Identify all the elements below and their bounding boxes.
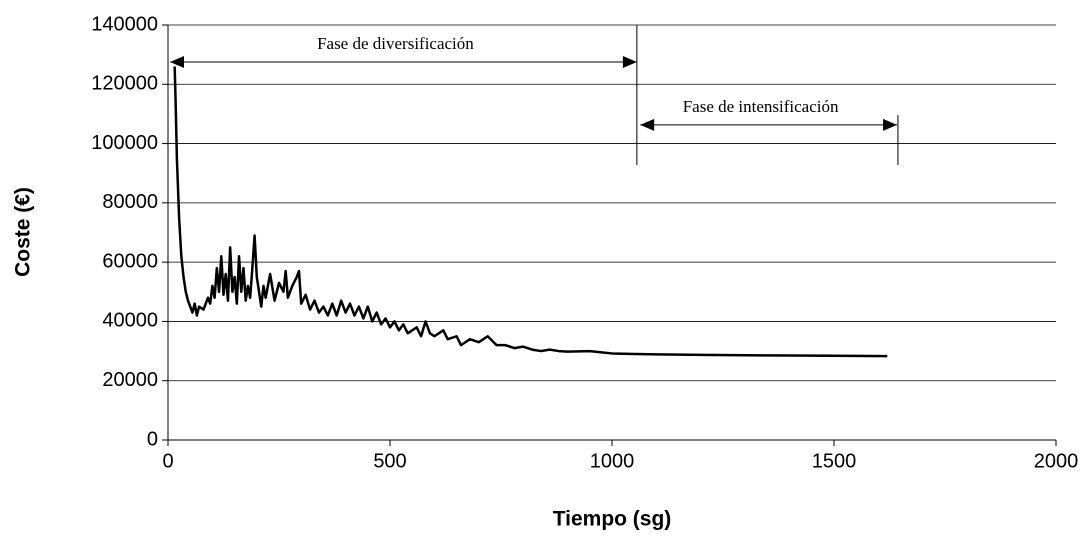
- arrow-head: [883, 118, 898, 131]
- y-axis-label: Coste (€): [12, 187, 35, 277]
- y-tick-label: 40000: [102, 310, 158, 332]
- arrow-head: [640, 118, 655, 131]
- x-tick-label: 500: [373, 450, 406, 472]
- annotation: Fase de intensificación: [683, 97, 839, 116]
- x-tick-label: 1500: [812, 450, 857, 472]
- x-axis-label: Tiempo (sg): [553, 508, 672, 531]
- annotation: Fase de diversificación: [317, 34, 474, 53]
- x-tick-label: 0: [162, 450, 173, 472]
- arrow-head: [170, 56, 184, 69]
- y-tick-label: 80000: [102, 191, 158, 213]
- y-tick-label: 100000: [91, 132, 158, 154]
- x-tick-label: 1000: [590, 450, 635, 472]
- data-line: [173, 66, 888, 358]
- x-tick-label: 2000: [1034, 450, 1079, 472]
- y-tick-label: 120000: [91, 73, 158, 95]
- y-tick-label: 140000: [91, 13, 158, 35]
- y-tick-label: 20000: [102, 369, 158, 391]
- y-tick-label: 60000: [102, 250, 158, 272]
- arrow-head: [622, 56, 637, 69]
- y-tick-label: 0: [147, 428, 158, 450]
